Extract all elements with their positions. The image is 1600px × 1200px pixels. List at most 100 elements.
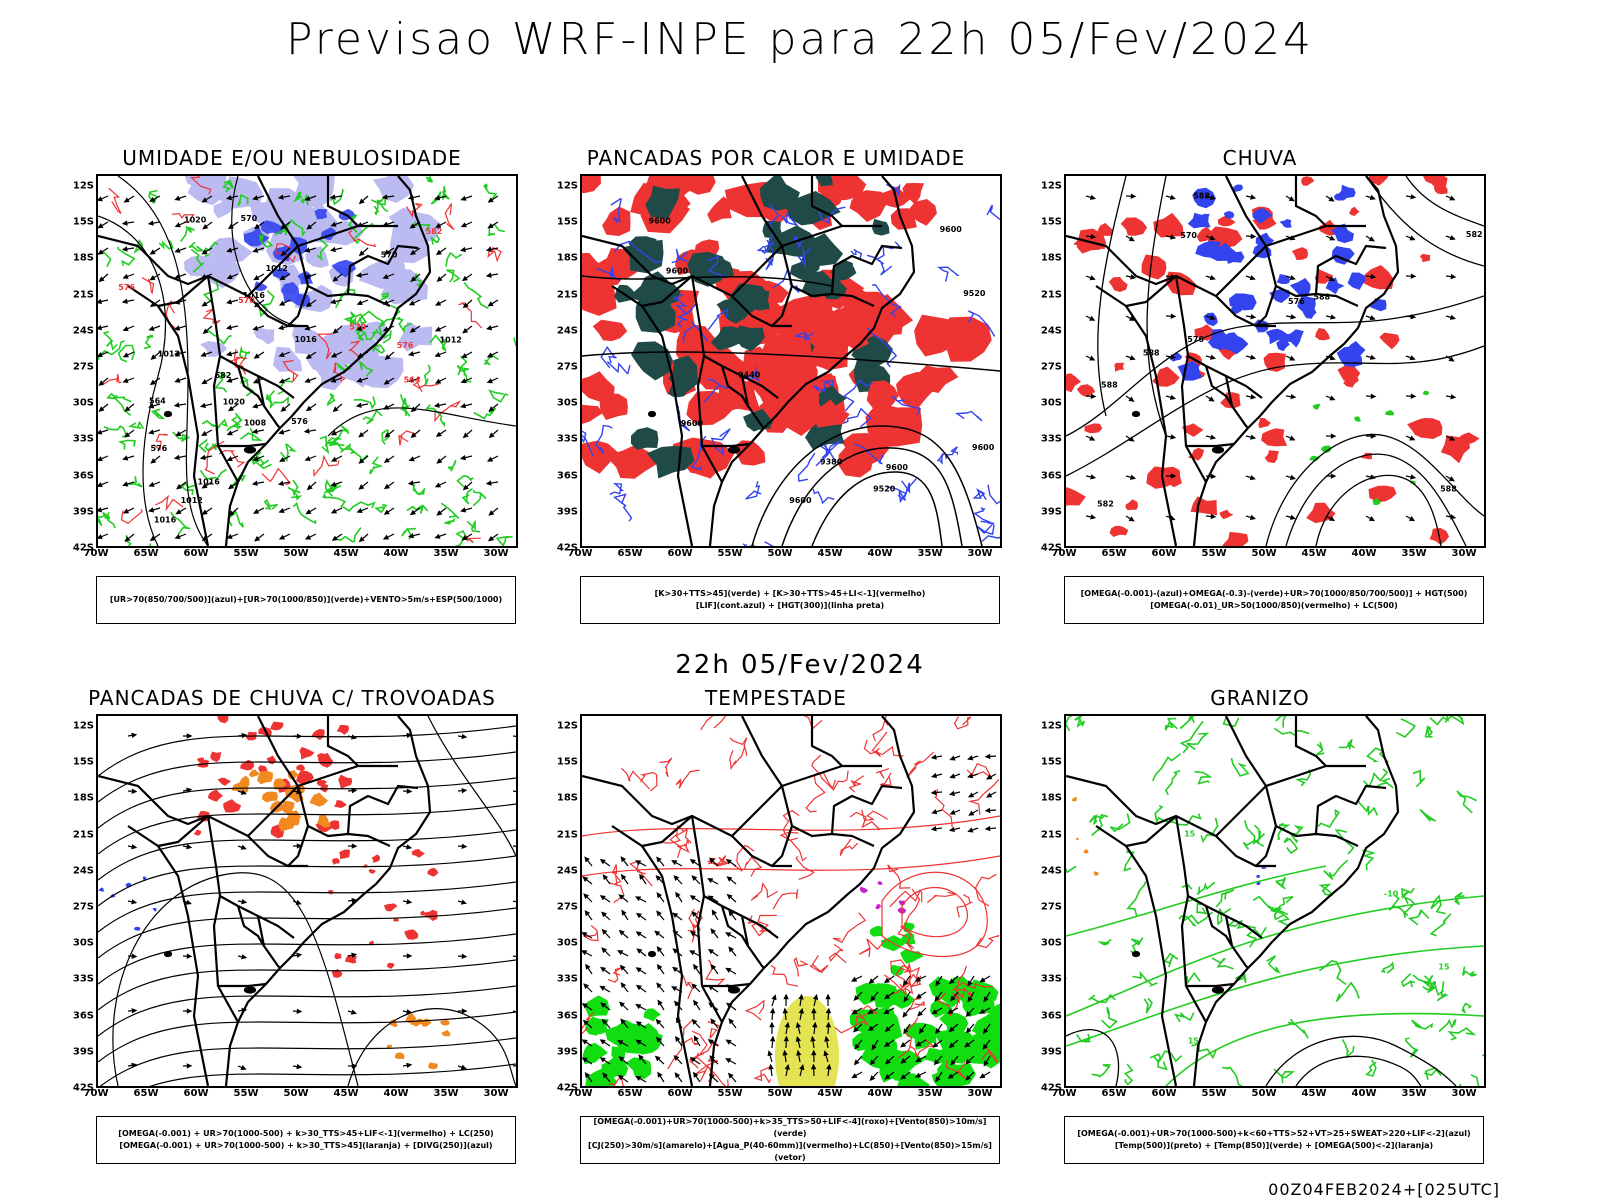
lat-tick-label: 12S — [556, 720, 578, 732]
humidity-low-contour-line — [328, 436, 345, 447]
wind850-vector-east-head — [948, 1026, 955, 1033]
wind850-vector-head — [654, 930, 661, 937]
lat-tick-label: 42S — [1040, 1082, 1062, 1094]
streamline-arrow-head — [1369, 194, 1376, 201]
wind850-vector-head — [655, 1036, 662, 1043]
precipitable-water-contour-line — [927, 891, 957, 903]
lifted-index-contour-line — [854, 443, 884, 465]
hgt500-contour-curve — [1146, 176, 1167, 437]
legend-line-2: [LIF](cont.azul) + [HGT(300)](linha pret… — [695, 601, 885, 610]
humidity-low-contour-line — [336, 441, 352, 454]
temp850-contour-line — [1419, 808, 1437, 822]
wind-vector-head — [199, 402, 206, 409]
unstable-green-fill-blob — [785, 191, 841, 226]
wind-vector-head — [303, 428, 310, 434]
wind-vector-head — [149, 196, 156, 202]
legend-line-2: [Temp(500)](preto) + [Temp(850)](verde) … — [1114, 1141, 1434, 1150]
unstable-red-fill-blob — [599, 393, 628, 420]
contour-label: 9520 — [963, 289, 986, 298]
wind-vector-head — [278, 378, 285, 384]
wind-vector-head — [98, 406, 105, 412]
humidity-low-contour-line — [373, 199, 383, 216]
streamline-arrow-head — [351, 734, 358, 740]
wind-vector-head — [485, 246, 492, 253]
streamline-arrow-head — [1289, 355, 1296, 361]
lat-tick-label: 33S — [72, 973, 94, 985]
precipitable-water-contour-line — [744, 999, 765, 1021]
wind-vector-head — [485, 272, 492, 278]
omega-orange-fill-blob — [1093, 871, 1099, 876]
streamline-arrow-head — [241, 954, 248, 960]
precipitable-water-contour-line — [582, 1012, 595, 1035]
border-line — [780, 785, 875, 848]
legend-line-2: [CJ(250)>30m/s](amarelo)+[Agua_P(40-60mm… — [588, 1141, 992, 1162]
lifted-index-contour-line — [872, 284, 902, 317]
wind-vector-head — [487, 223, 494, 229]
divergence-blue-fill-blob — [142, 876, 147, 881]
panel-humidity: UMIDADE E/OU NEBULOSIDADE 12S 15S 18S 21S 24… — [52, 146, 532, 626]
wind-vector-head — [384, 432, 391, 438]
wind-vector-head — [252, 195, 259, 201]
precipitable-water-contour-line — [908, 998, 925, 1011]
wind-vector-head — [252, 456, 259, 462]
storm-red-fill-blob — [311, 729, 325, 740]
streamline-arrow-head — [1128, 396, 1135, 402]
lon-tick-label: 50W — [283, 548, 309, 559]
humidity-low-contour-line — [150, 408, 166, 420]
temp850-contour-line — [1274, 876, 1287, 890]
wind850-vector-head — [618, 1056, 625, 1062]
streamline-arrow-head — [1370, 433, 1377, 439]
wind-vector-head — [122, 326, 129, 332]
streamline-arrow-head — [1409, 235, 1416, 241]
coastline — [1192, 716, 1400, 1086]
streamline-250-curve — [98, 855, 516, 907]
storm-orange-fill-blob — [248, 769, 260, 778]
wind-vector-head — [459, 246, 466, 253]
unstable-green-fill-blob — [628, 271, 672, 310]
thickness-contour-line — [349, 340, 361, 359]
lon-tick-label: 30W — [483, 1088, 509, 1099]
wind850-vector-head — [635, 1075, 642, 1082]
rain-red-fill-blob — [1419, 253, 1431, 263]
storm-orange-fill-south-blob — [428, 1062, 439, 1070]
streamline-arrow-head — [1289, 435, 1296, 441]
wind-vector-head — [173, 402, 180, 408]
streamline-arrow-shaft — [512, 1065, 516, 1067]
border-line — [1204, 365, 1233, 407]
wind850-vector-east-head — [965, 1027, 972, 1034]
lifted-index-contour-line — [613, 493, 633, 522]
precipitable-water-contour-line — [871, 731, 904, 757]
wind-vector-head — [201, 301, 208, 307]
humidity-low-contour-line — [334, 425, 350, 445]
hgt300-contour-curve — [781, 447, 963, 546]
wind-vector-head — [434, 326, 442, 332]
lon-tick-label: 45W — [817, 548, 843, 559]
temp850-contour-line — [1194, 770, 1213, 785]
wind-vector-head — [124, 406, 131, 412]
thickness-contour-line — [405, 202, 423, 218]
temp850-contour-line — [1152, 1050, 1183, 1063]
legend-line-1: [K>30+TTS>45](verde) + [K>30+TTS>45+LI<-… — [654, 589, 926, 598]
contour-label: -10 — [1384, 890, 1399, 899]
wind850-vector-head — [726, 893, 733, 900]
humidity-low-contour-line — [214, 371, 228, 393]
wind-vector-head — [149, 535, 156, 542]
jet-vector-head — [811, 1007, 817, 1014]
storm-orange-fill-blob — [257, 770, 273, 785]
humidity-low-contour-line — [358, 360, 374, 377]
wind850-vector-head — [656, 945, 663, 953]
jet-vector-head — [812, 1021, 818, 1028]
contour-label: 570 — [238, 296, 255, 305]
lat-tick-label: 30S — [72, 937, 94, 949]
lake — [163, 950, 173, 958]
temp850-contour-line — [1244, 820, 1262, 846]
precipitable-water-contour-line — [828, 943, 847, 964]
storm-red-fill-blob — [326, 820, 340, 830]
precipitable-water-contour-line — [675, 769, 700, 789]
lifted-index-contour-line — [690, 435, 707, 471]
wind-vector-head — [225, 194, 233, 201]
contour-label: 576 — [397, 341, 414, 350]
border-line — [127, 285, 210, 546]
wind850-vector-ne-head — [986, 774, 993, 780]
temp850-contour-line — [1268, 905, 1290, 929]
